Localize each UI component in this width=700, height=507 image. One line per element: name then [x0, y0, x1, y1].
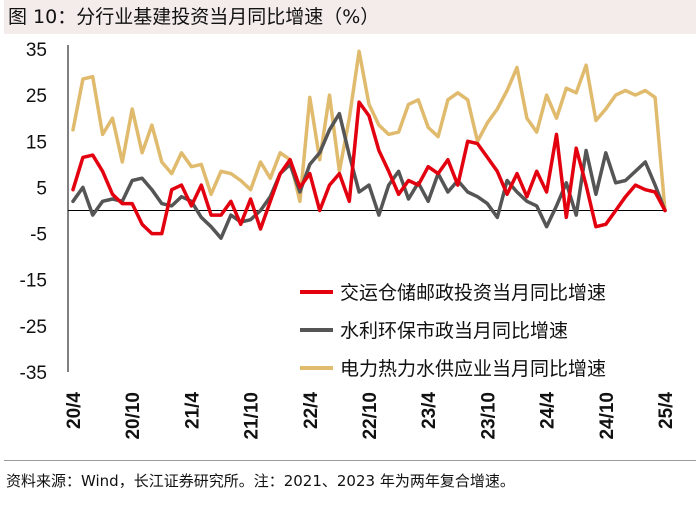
- divider: [4, 460, 696, 461]
- x-tick-label: 21/10: [242, 392, 263, 440]
- x-tick-label: 25/4: [656, 392, 677, 429]
- y-tick-label: -35: [20, 363, 47, 384]
- x-tick-label: 20/10: [123, 392, 144, 440]
- series-line: [71, 111, 667, 240]
- y-tick-label: -5: [30, 225, 47, 246]
- series-line: [71, 100, 667, 236]
- figure-label: 图: [8, 6, 28, 28]
- y-tick-label: -25: [20, 317, 47, 338]
- legend-label: 交运仓储邮政投资当月同比增速: [340, 282, 606, 304]
- y-axis: 35 25 15 5 -5 -15 -25 -35: [20, 40, 69, 384]
- figure-number: 10：: [33, 6, 77, 28]
- x-axis: 20/4 20/10 21/4 21/10 22/4 22/10 23/4 23/10 24/4…: [64, 210, 677, 440]
- y-tick-label: 35: [26, 40, 47, 61]
- line-chart: 35 25 15 5 -5 -15 -25 -35 20/4 20/10 21/4 21/10 22/…: [20, 40, 677, 440]
- figure-title: 图 10：分行业基建投资当月同比增速（%）: [4, 0, 696, 34]
- legend-label: 电力热力水供应业当月同比增速: [340, 358, 606, 380]
- series-line: [71, 49, 667, 213]
- y-tick-label: 5: [36, 178, 47, 199]
- x-tick-label: 22/10: [360, 392, 381, 440]
- source-note: 资料来源：Wind，长江证券研究所。注：2021、2023 年为两年复合增速。: [6, 472, 515, 490]
- x-tick-label: 22/4: [301, 392, 322, 429]
- y-tick-label: 25: [26, 86, 47, 107]
- legend-label: 水利环保市政当月同比增速: [340, 320, 568, 342]
- x-tick-label: 24/4: [538, 392, 559, 429]
- x-tick-label: 23/10: [478, 392, 499, 440]
- x-tick-label: 23/4: [419, 392, 440, 429]
- y-tick-label: 15: [26, 132, 47, 153]
- x-tick-label: 21/4: [182, 392, 203, 429]
- figure-caption: 分行业基建投资当月同比增速（%）: [76, 6, 380, 28]
- x-tick-label: 20/4: [64, 392, 85, 429]
- chart-series: [71, 49, 667, 240]
- y-tick-label: -15: [20, 271, 47, 292]
- x-tick-label: 24/10: [597, 392, 618, 440]
